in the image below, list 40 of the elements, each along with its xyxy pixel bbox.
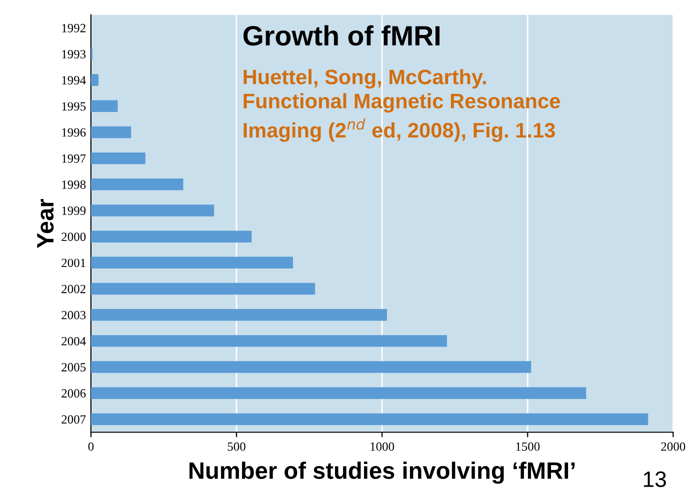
x-axis-title: Number of studies involving ‘fMRI’ [189,462,575,484]
y-tick-label: 2006 [62,389,86,398]
bar [90,335,447,347]
y-axis-title: Year [37,198,54,248]
bar [90,178,184,190]
y-tick-label: 1995 [62,102,86,111]
y-tick-label: 1996 [62,128,86,137]
bar [90,74,99,86]
y-tick-label: 1998 [62,180,86,189]
y-tick-label: 1994 [62,76,86,85]
y-tick-label: 2002 [62,284,86,294]
bar [90,387,586,399]
y-tick-label: 2004 [62,336,86,346]
y-tick-label: 1997 [62,154,86,163]
y-tick-label: 2001 [62,258,86,268]
y-tick-label: 2000 [62,232,86,242]
y-tick-label: 1992 [62,24,86,32]
chart-title: Growth of fMRI [243,25,440,46]
bar [90,308,387,321]
x-tick-label: 0 [88,442,94,451]
x-tick-label: 1000 [370,442,394,451]
bar [90,100,118,112]
bar [90,256,293,269]
bar [90,230,252,242]
bar [90,204,214,216]
text: Huettel, Song, McCarthy. Functional Magnetic Resonance Imaging (2$^{nd}$ ed, 2008), Fig. 1.13 [244,69,560,142]
x-tick-label: 500 [228,442,246,451]
y-tick-label: 1993 [62,50,86,58]
x-tick-label: 1500 [516,442,540,451]
x-tick-label: 2000 [661,442,686,451]
y-tick-label: 2003 [62,310,86,320]
y-tick-label: 1999 [62,206,86,215]
bar [90,282,316,295]
bar [90,361,532,373]
bar [90,152,146,164]
y-tick-label: 2007 [62,415,86,424]
bar [90,413,648,426]
y-tick-label: 2005 [62,363,86,372]
text: 13 [644,471,666,488]
bar [90,126,132,138]
